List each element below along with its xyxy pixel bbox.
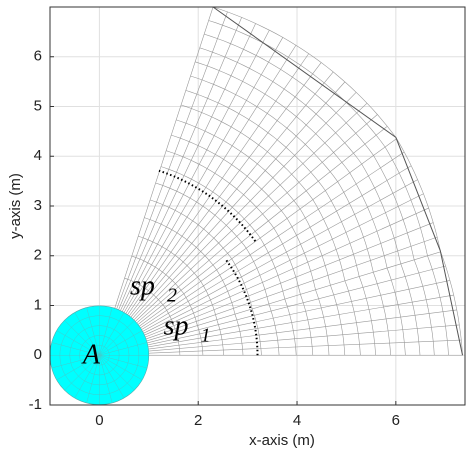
mesh-line [124, 277, 181, 356]
boundary [212, 6, 464, 356]
disk-mesh [99, 355, 135, 391]
disk-mesh [64, 320, 100, 356]
mesh-line [144, 217, 244, 356]
disk-mesh [99, 355, 125, 399]
mesh-line [132, 81, 346, 319]
mesh-line [122, 30, 270, 312]
y-tick-label: -1 [29, 396, 42, 413]
disk-mesh [56, 355, 100, 381]
arc [158, 169, 257, 242]
disk-mesh [99, 330, 143, 356]
mesh-line [143, 193, 424, 334]
mesh-line [135, 102, 368, 322]
mesh-line [142, 179, 418, 332]
x-tick-label: 2 [194, 412, 202, 429]
disk-mesh [99, 312, 125, 356]
axes-box [49, 6, 466, 406]
y-tick-label: 3 [34, 197, 42, 214]
mesh-line [166, 150, 314, 356]
mesh-line [145, 236, 438, 340]
disk-mesh [99, 355, 113, 404]
disk-mesh [79, 335, 120, 376]
mesh-line [118, 17, 242, 310]
mesh-line [120, 23, 256, 311]
mesh-line [147, 265, 446, 344]
mesh-line [148, 309, 457, 350]
mesh-line [131, 255, 204, 356]
mesh-line [141, 165, 412, 330]
mesh-line [208, 20, 449, 356]
disk-mesh [99, 355, 143, 381]
y-tick-label: 0 [34, 346, 42, 363]
x-tick-label: 6 [392, 412, 400, 429]
mesh-line [176, 119, 346, 356]
disk-mesh [74, 312, 100, 356]
y-axis-label: y-axis (m) [7, 173, 24, 239]
disk-mesh [89, 345, 110, 366]
mesh-line [140, 151, 405, 329]
mesh-line [125, 45, 297, 314]
disk-mesh [74, 355, 100, 399]
mesh-line [181, 104, 361, 356]
x-tick-label: 0 [95, 412, 103, 429]
mesh-line [204, 33, 435, 356]
mesh [114, 6, 463, 356]
disk-mesh [99, 342, 148, 356]
disk-mesh [86, 307, 100, 356]
mesh-line [138, 235, 224, 356]
mesh-line [185, 90, 376, 356]
mesh-line [146, 251, 441, 342]
disk-mesh [64, 355, 100, 391]
mesh-line [148, 324, 460, 352]
y-tick-label: 6 [34, 48, 42, 65]
mesh-line [171, 134, 330, 356]
disk-mesh [69, 325, 130, 386]
mesh-line [199, 47, 421, 356]
disk-mesh [56, 330, 100, 356]
arc-subscript: 2 [167, 285, 177, 307]
mesh-line [127, 53, 309, 315]
disk-mesh [99, 307, 113, 356]
mesh-line [133, 92, 357, 320]
mesh-line [160, 166, 297, 356]
y-tick-label: 5 [34, 97, 42, 114]
mesh-line [129, 62, 322, 316]
mesh-line [114, 6, 214, 309]
mesh-line [155, 182, 280, 356]
mesh-line [148, 294, 454, 348]
disk-mesh [86, 355, 100, 404]
arc-subscript: 1 [201, 324, 211, 346]
x-axis-label: x-axis (m) [249, 432, 315, 449]
x-tick-label: 4 [293, 412, 301, 429]
mesh-line [190, 75, 391, 356]
mesh-line [147, 280, 450, 346]
mesh-line [116, 11, 228, 309]
mesh-line [144, 207, 429, 336]
mesh-line [148, 339, 462, 354]
mesh-line [136, 114, 378, 324]
arc-label: sp [164, 310, 189, 341]
disk-mesh [59, 315, 140, 396]
disk-mesh [99, 320, 135, 356]
mesh-line [137, 126, 388, 325]
disk-mesh [51, 355, 100, 369]
y-tick-label: 2 [34, 247, 42, 264]
mesh-line [139, 138, 397, 327]
arc-label: sp [130, 271, 155, 302]
disk-label: A [81, 340, 101, 371]
disk-mesh [51, 342, 100, 356]
disk-mesh [99, 355, 148, 369]
mesh-line [195, 61, 406, 356]
mesh-line [130, 71, 334, 318]
mesh-line [145, 222, 434, 338]
mesh-line [123, 37, 284, 313]
y-tick-label: 1 [34, 296, 42, 313]
mesh-line [150, 199, 262, 356]
arc [224, 258, 259, 356]
y-tick-label: 4 [34, 147, 42, 164]
